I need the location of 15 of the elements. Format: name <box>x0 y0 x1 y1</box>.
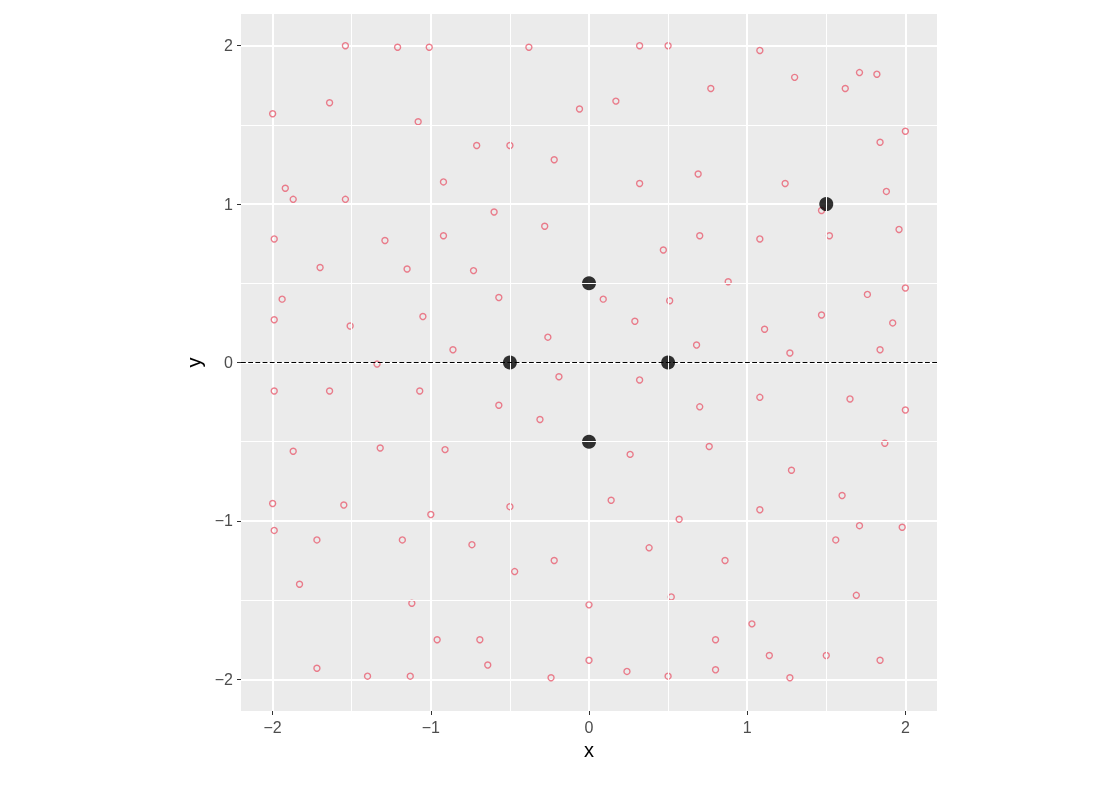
x-tick-label: 1 <box>742 718 752 736</box>
point <box>582 434 596 449</box>
x-axis-title: x <box>584 738 594 761</box>
y-tick-label: 0 <box>224 354 234 371</box>
y-tick-label: 2 <box>224 37 234 55</box>
y-tick-label: −2 <box>214 670 234 688</box>
x-tick-label: 2 <box>900 718 910 736</box>
point <box>819 197 834 212</box>
point <box>582 276 596 291</box>
x-tick-label: 0 <box>584 718 594 736</box>
y-axis-title: y <box>182 357 205 368</box>
x-tick-label: −1 <box>421 718 441 736</box>
x-tick-label: −2 <box>263 718 282 736</box>
y-tick-label: −1 <box>214 512 234 530</box>
y-tick-label: 1 <box>224 195 234 213</box>
